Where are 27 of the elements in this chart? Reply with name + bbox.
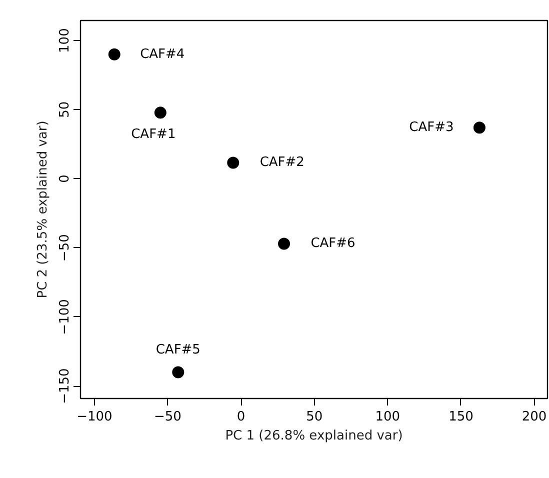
y-axis-title: PC 2 (23.5% explained var)	[36, 120, 50, 298]
annotation: CAF#2	[260, 155, 304, 170]
annotation: CAF#4	[140, 46, 185, 62]
point	[108, 48, 120, 60]
x-tick-label: −100	[76, 410, 112, 424]
annotation: CAF#3	[409, 120, 454, 136]
x-tick-label: 50	[306, 410, 323, 424]
y-tick-label: −150	[58, 368, 72, 404]
annotation: CAF#5	[156, 342, 200, 358]
x-axis-title: PC 1 (26.8% explained var)	[225, 428, 403, 444]
y-tick-label: 100	[58, 28, 72, 53]
y-tick-label: 50	[58, 101, 72, 118]
annotation: CAF#1	[131, 127, 176, 142]
point	[227, 156, 240, 169]
point	[154, 106, 166, 119]
x-tick-label: 100	[375, 410, 400, 424]
point	[172, 366, 184, 378]
y-tick-label: 0	[58, 174, 72, 183]
y-tick-label: −100	[58, 299, 72, 335]
point	[473, 122, 486, 134]
point	[278, 238, 290, 250]
y-tick-label: −50	[58, 234, 72, 262]
x-tick-label: 150	[448, 410, 474, 424]
x-tick-label: −50	[154, 410, 182, 424]
x-tick-label: 0	[236, 410, 246, 424]
annotation: CAF#6	[310, 236, 356, 252]
x-tick-label: 200	[522, 410, 547, 424]
